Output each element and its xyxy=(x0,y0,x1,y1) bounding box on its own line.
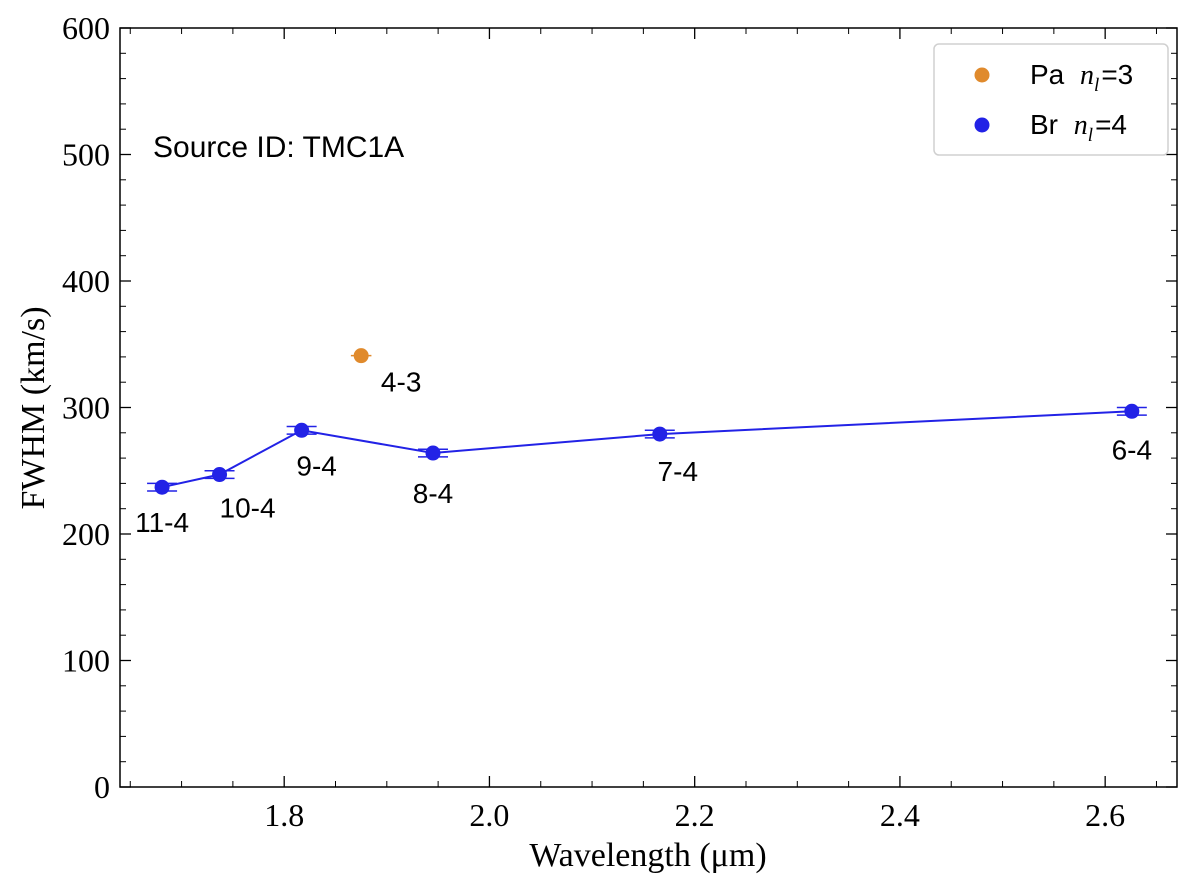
point-label: 11-4 xyxy=(135,507,189,538)
y-axis-title: FWHM (km/s) xyxy=(15,306,52,509)
point-label: 8-4 xyxy=(413,478,453,509)
y-tick-label: 600 xyxy=(62,10,110,46)
legend-br-prefix: Br xyxy=(1030,109,1058,140)
axes: 1.8 2.0 2.2 2.4 2.6 0 100 200 300 400 500 600 xyxy=(62,10,1177,833)
legend-marker-pa xyxy=(974,67,990,83)
legend-box xyxy=(933,43,1169,156)
x-axis-title: Wavelength (μm) xyxy=(529,837,766,874)
x-tick-label: 2.0 xyxy=(469,797,509,833)
data-point-br xyxy=(154,479,170,495)
legend-pa-var: n xyxy=(1080,60,1094,91)
data-point-br xyxy=(294,422,310,438)
legend-pa-prefix: Pa xyxy=(1030,59,1065,90)
point-label: 10-4 xyxy=(220,493,276,524)
data-point-br xyxy=(1124,403,1140,419)
data-point-br xyxy=(425,445,441,461)
data-point-pa xyxy=(353,348,369,364)
legend-br-var: n xyxy=(1074,110,1088,141)
point-label: 7-4 xyxy=(658,456,698,487)
y-tick-label: 0 xyxy=(94,769,110,805)
x-tick-label: 1.8 xyxy=(264,797,304,833)
y-tick-label: 100 xyxy=(62,643,110,679)
legend-entry-pa: Pa nl=3 xyxy=(1030,59,1133,96)
x-tick-label: 2.4 xyxy=(880,797,920,833)
series-line-br xyxy=(161,410,1132,489)
legend-entry-br: Br nl=4 xyxy=(1030,109,1127,146)
x-tick-label: 2.2 xyxy=(675,797,715,833)
point-label: 9-4 xyxy=(296,450,336,481)
point-label: 6-4 xyxy=(1112,434,1152,465)
data-point-br xyxy=(212,467,228,483)
x-tick-label: 2.6 xyxy=(1085,797,1125,833)
legend-br-eq: =4 xyxy=(1095,109,1127,140)
legend-pa-eq: =3 xyxy=(1101,59,1133,90)
legend-marker-br xyxy=(974,117,990,133)
legend-br-sub: l xyxy=(1088,125,1093,146)
legend-pa-sub: l xyxy=(1094,75,1099,96)
legend: Pa nl=3 Br nl=4 xyxy=(933,43,1169,156)
data-point-br xyxy=(652,426,668,442)
point-labels: 4-3 11-4 10-4 9-4 8-4 7-4 6-4 xyxy=(135,367,1152,539)
plot-area xyxy=(147,348,1147,495)
point-label: 4-3 xyxy=(381,367,421,398)
source-annotation: Source ID: TMC1A xyxy=(153,131,404,164)
y-tick-label: 300 xyxy=(62,390,110,426)
y-tick-label: 400 xyxy=(62,263,110,299)
y-tick-label: 500 xyxy=(62,137,110,173)
y-tick-label: 200 xyxy=(62,516,110,552)
